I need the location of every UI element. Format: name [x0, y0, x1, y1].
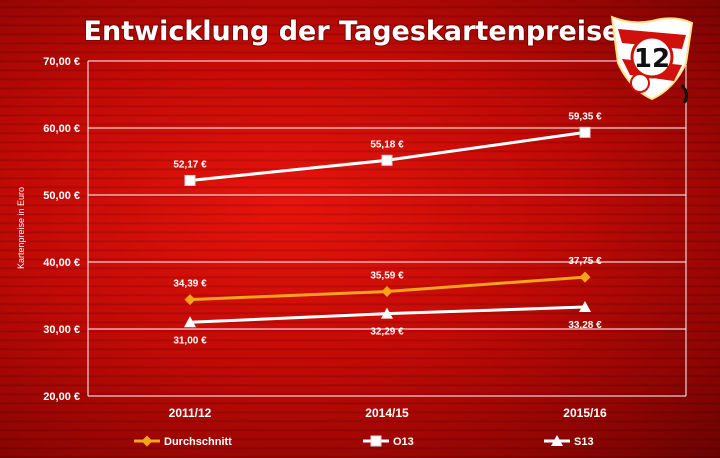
- data-point: [381, 307, 393, 319]
- data-point: [184, 316, 196, 328]
- data-point: [184, 294, 196, 306]
- data-point: [184, 174, 196, 186]
- legend-marker: [551, 435, 563, 446]
- data-label: 34,39 €: [173, 279, 207, 290]
- legend-marker: [141, 435, 153, 447]
- x-tick-label: 2015/16: [563, 406, 607, 420]
- x-tick-labels: 2011/12 2014/15 2015/16: [169, 406, 607, 420]
- crest-number: 12: [634, 44, 670, 74]
- data-label: 55,18 €: [370, 139, 404, 150]
- legend[interactable]: Durchschnitt O13 S13: [134, 435, 594, 448]
- axes: [87, 61, 687, 397]
- series-durchschnitt: 34,39 € 35,59 € 37,75 €: [173, 256, 602, 306]
- data-label: 37,75 €: [568, 256, 602, 267]
- series-s13: 31,00 € 32,29 € 33,28 €: [173, 301, 602, 346]
- legend-item-durchschnitt: Durchschnitt: [134, 435, 232, 448]
- data-point: [579, 126, 591, 138]
- chart-title: Entwicklung der Tageskartenpreise: [84, 16, 621, 47]
- legend-marker: [370, 435, 382, 447]
- y-tick-label: 70,00 €: [43, 56, 80, 68]
- y-tick-labels: 20,00 € 30,00 € 40,00 € 50,00 € 60,00 € 70,00…: [43, 56, 80, 403]
- data-label: 59,35 €: [568, 111, 602, 122]
- data-label: 32,29 €: [370, 327, 404, 338]
- data-point: [381, 154, 393, 166]
- legend-label: Durchschnitt: [164, 436, 232, 448]
- data-label: 35,59 €: [370, 271, 404, 282]
- data-label: 31,00 €: [173, 335, 207, 346]
- series-group: 34,39 € 35,59 € 37,75 € 52,17 € 55,18 € 59,35…: [173, 111, 602, 346]
- data-point: [381, 286, 393, 298]
- y-tick-label: 40,00 €: [43, 257, 80, 269]
- series-o13: 52,17 € 55,18 € 59,35 €: [173, 111, 602, 186]
- x-tick-label: 2011/12: [169, 406, 212, 420]
- legend-label: O13: [393, 436, 414, 448]
- y-tick-label: 20,00 €: [43, 391, 80, 403]
- legend-item-s13: S13: [544, 435, 594, 448]
- y-tick-label: 60,00 €: [43, 123, 80, 135]
- data-point: [579, 271, 591, 283]
- club-crest-icon: 12: [610, 15, 694, 104]
- data-label: 52,17 €: [173, 159, 207, 170]
- x-tick-label: 2014/15: [365, 406, 409, 420]
- y-axis-label: Kartenpreise in Euro: [16, 187, 26, 269]
- y-tick-label: 30,00 €: [43, 324, 80, 336]
- data-point: [579, 301, 591, 313]
- data-label: 33,28 €: [568, 320, 602, 331]
- y-tick-label: 50,00 €: [43, 190, 80, 202]
- legend-item-o13: O13: [363, 435, 414, 448]
- legend-label: S13: [574, 436, 594, 448]
